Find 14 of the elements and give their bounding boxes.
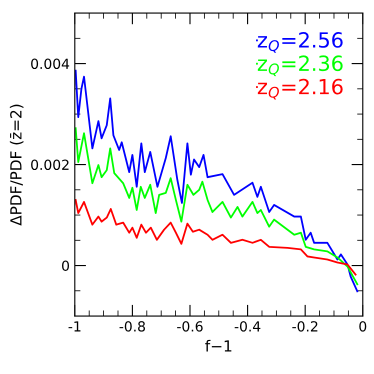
x-tick-label: -0.6 [177,321,203,332]
y-tick-label: 0.004 [31,58,70,70]
x-tick-label: -0.4 [234,321,260,332]
x-tick-label: -0.2 [292,321,318,332]
x-tick-label: -0.8 [120,321,145,332]
x-axis-title: f−1 [205,340,232,352]
y-tick-label: 0.002 [31,160,69,170]
legend-label: z$_{Q}$=2.16 [258,78,343,100]
legend-label: z$_{Q}$=2.56 [258,32,343,53]
x-tick-label: -1 [68,321,80,332]
legend-label: z$_{Q}$=2.36 [258,55,343,76]
y-tick-label: 0 [62,260,70,272]
x-tick-label: 0 [359,321,366,332]
y-axis-title: ΔPDF/PDF (z̄=2) [10,104,24,226]
